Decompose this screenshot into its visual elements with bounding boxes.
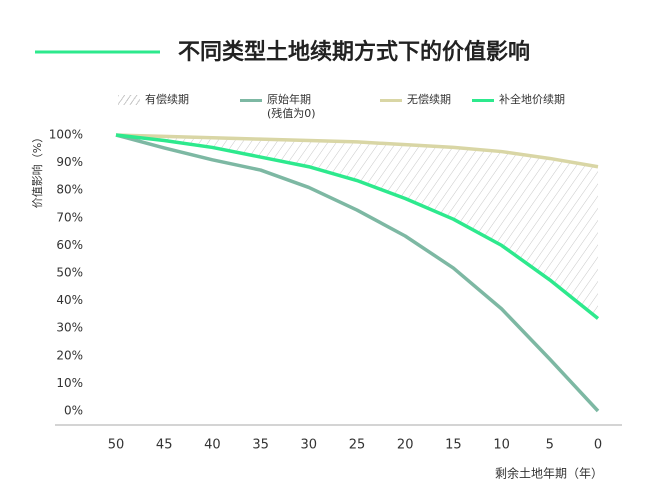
x-tick-label: 45	[156, 438, 173, 453]
y-tick-label: 40%	[56, 293, 83, 307]
legend-swatch	[240, 99, 262, 102]
series-line	[115, 133, 600, 320]
x-tick-label: 5	[546, 438, 554, 453]
x-tick-label: 20	[397, 438, 414, 453]
y-tick-label: 0%	[64, 404, 83, 418]
x-tick-label: 35	[252, 438, 269, 453]
shaded-area	[116, 135, 598, 319]
y-tick-label: 20%	[56, 348, 83, 362]
x-tick-label: 40	[204, 438, 221, 453]
x-tick-label: 50	[108, 438, 125, 453]
x-tick-label: 30	[301, 438, 318, 453]
y-tick-label: 30%	[56, 321, 83, 335]
legend-label: 补全地价续期	[499, 93, 565, 106]
legend-swatch	[380, 99, 402, 102]
series-line	[115, 133, 600, 413]
x-axis-title: 剩余土地年期（年）	[495, 466, 603, 481]
chart-title: 不同类型土地续期方式下的价值影响	[178, 39, 530, 65]
y-tick-label: 50%	[56, 266, 83, 280]
x-tick-label: 0	[594, 438, 602, 453]
y-tick-label: 70%	[56, 210, 83, 224]
y-tick-label: 80%	[56, 183, 83, 197]
x-tick-label: 25	[349, 438, 366, 453]
y-tick-label: 90%	[56, 155, 83, 169]
series-line	[115, 133, 599, 169]
y-tick-label: 100%	[49, 128, 83, 142]
x-tick-label: 10	[493, 438, 510, 453]
legend-label: 原始年期 (残值为0)	[267, 93, 316, 120]
legend-label: 有偿续期	[145, 93, 189, 106]
y-tick-label: 10%	[56, 376, 83, 390]
y-axis-title: 价值影响（%）	[31, 132, 44, 208]
x-tick-label: 15	[445, 438, 462, 453]
legend-swatch	[118, 95, 140, 105]
legend-swatch	[472, 99, 494, 102]
legend-label: 无偿续期	[407, 93, 451, 106]
y-tick-label: 60%	[56, 238, 83, 252]
